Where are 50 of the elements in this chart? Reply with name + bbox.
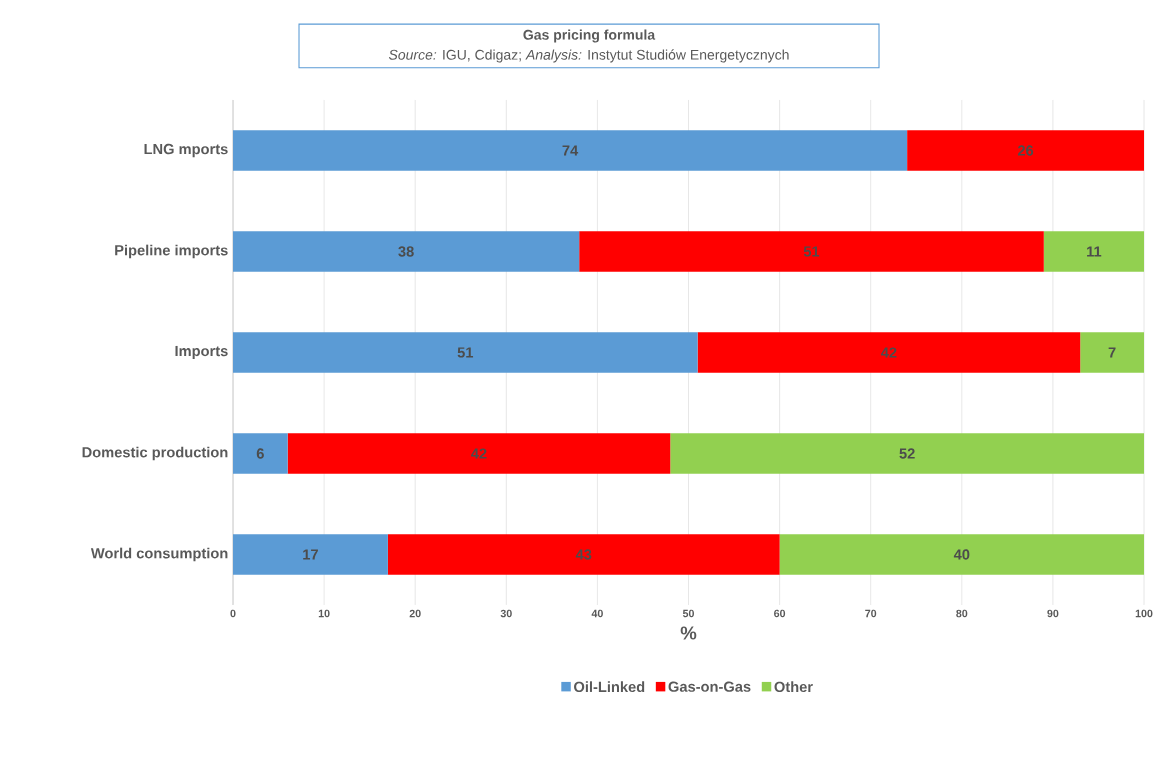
x-tick-label: 10 xyxy=(318,609,330,618)
bar xyxy=(233,130,908,171)
x-tick-label: 30 xyxy=(500,609,512,618)
bar xyxy=(287,433,671,474)
x-tick-label: 70 xyxy=(865,609,877,618)
bar xyxy=(670,433,1145,474)
bar xyxy=(779,534,1145,575)
x-tick-label: 90 xyxy=(1047,609,1059,618)
chart-subtitle: Source: IGU, Cdigaz; Analysis: Instytut Studiów Energetycznych xyxy=(388,49,789,63)
bar xyxy=(579,231,1044,272)
x-tick-label: 20 xyxy=(409,609,421,618)
y-tick-label: LNG mports xyxy=(144,143,228,158)
data-label: 74 xyxy=(562,145,579,156)
bar xyxy=(387,534,780,575)
legend-label: Oil-Linked xyxy=(574,681,645,693)
x-axis-title: % xyxy=(680,626,697,640)
bar xyxy=(907,130,1145,171)
chart-title: Gas pricing formula xyxy=(523,29,656,43)
data-label: 38 xyxy=(398,246,414,257)
data-label: 40 xyxy=(953,549,970,560)
bar xyxy=(233,534,388,575)
data-label: 52 xyxy=(899,448,915,459)
y-tick-label: Pipeline imports xyxy=(115,244,228,259)
bar xyxy=(233,433,288,474)
data-label: 6 xyxy=(256,448,264,459)
y-tick-label: Imports xyxy=(175,345,228,360)
x-tick-label: 60 xyxy=(774,609,786,618)
data-label: 26 xyxy=(1017,145,1034,156)
y-tick-label: Domestic production xyxy=(82,446,228,461)
data-label: 42 xyxy=(881,347,897,358)
x-tick-label: 50 xyxy=(682,609,694,618)
x-tick-label: 80 xyxy=(956,609,968,618)
legend-label: Other xyxy=(774,681,813,693)
legend-label: Gas-on-Gas xyxy=(668,681,751,692)
y-tick-label: World consumption xyxy=(90,547,228,562)
bar xyxy=(697,332,1081,373)
bar xyxy=(233,231,580,272)
data-label: 51 xyxy=(457,347,474,358)
x-tick-label: 100 xyxy=(1135,609,1153,618)
data-label: 51 xyxy=(803,246,820,257)
bar xyxy=(1043,231,1145,272)
data-label: 43 xyxy=(575,549,592,560)
data-label: 7 xyxy=(1108,347,1116,358)
x-tick-label: 40 xyxy=(591,609,603,618)
data-label: 11 xyxy=(1087,246,1102,257)
bar xyxy=(233,332,698,373)
bar xyxy=(1080,332,1145,373)
data-label: 42 xyxy=(471,448,487,459)
x-tick-label: 0 xyxy=(230,609,236,618)
data-label: 17 xyxy=(303,549,318,560)
